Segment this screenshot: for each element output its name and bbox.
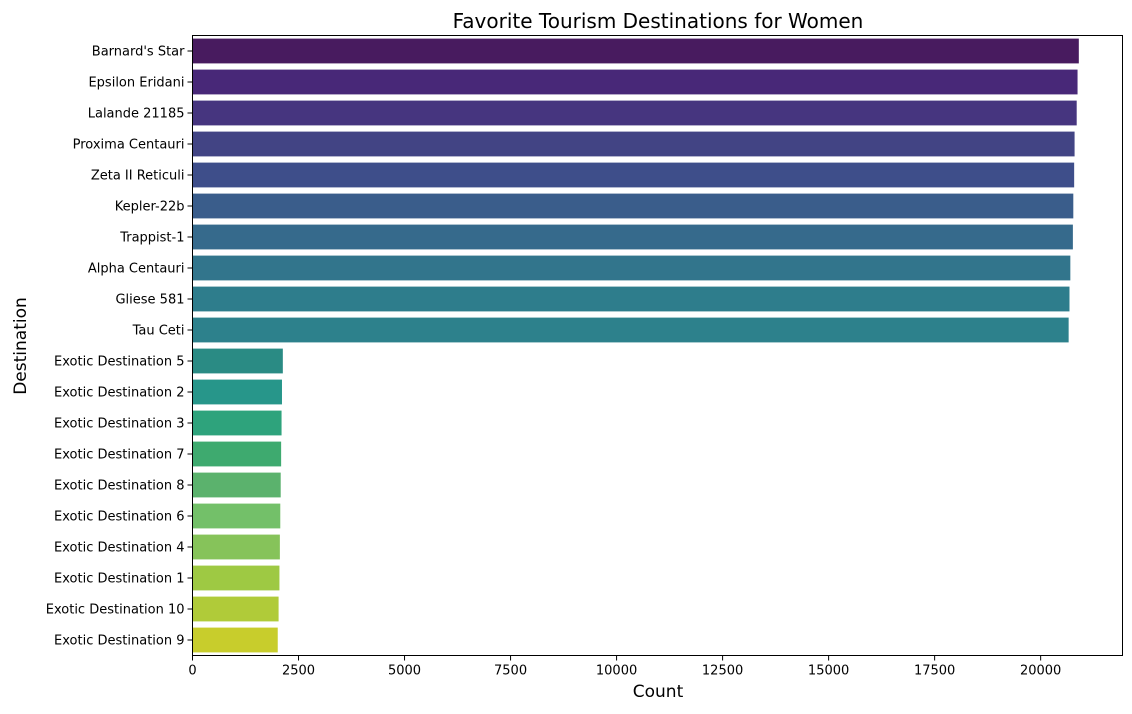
- x-tick-label: 7500: [494, 664, 527, 679]
- x-tick-label: 0: [188, 664, 196, 679]
- plot-frame: [192, 35, 1123, 656]
- bar: [192, 348, 283, 374]
- bar: [192, 193, 1074, 219]
- y-axis-label: Destination: [11, 297, 31, 395]
- bar: [192, 255, 1071, 281]
- y-tick-group: Barnard's Star Epsilon Eridani Lalande 211…: [46, 45, 193, 649]
- bars-group: [192, 38, 1079, 653]
- y-tick-label: Exotic Destination 4: [54, 541, 184, 556]
- y-tick-label: Barnard's Star: [92, 45, 185, 60]
- bar: [192, 596, 279, 622]
- y-tick-label: Proxima Centauri: [73, 138, 185, 153]
- x-tick-label: 12500: [702, 664, 743, 679]
- bar: [192, 534, 280, 560]
- chart-title: Favorite Tourism Destinations for Women: [453, 9, 864, 33]
- x-tick-group: 0 2500 5000 7500 10000 12500 15000 17500 20000: [188, 655, 1061, 679]
- x-tick-label: 17500: [914, 664, 955, 679]
- x-tick-label: 20000: [1020, 664, 1061, 679]
- y-tick-label: Exotic Destination 1: [54, 572, 184, 587]
- bar: [192, 503, 281, 529]
- bar: [192, 379, 282, 405]
- bar: [192, 69, 1078, 95]
- bar: [192, 100, 1077, 126]
- bar: [192, 317, 1069, 343]
- bar: [192, 224, 1073, 250]
- y-tick-label: Trappist-1: [119, 231, 184, 246]
- bar: [192, 38, 1079, 64]
- y-tick-label: Gliese 581: [115, 293, 184, 308]
- x-axis-label: Count: [633, 682, 684, 702]
- y-tick-label: Kepler-22b: [115, 200, 185, 215]
- x-tick-label: 15000: [808, 664, 849, 679]
- y-tick-label: Tau Ceti: [132, 324, 185, 339]
- bar: [192, 131, 1075, 157]
- bar: [192, 410, 282, 436]
- y-tick-label: Exotic Destination 3: [54, 417, 184, 432]
- bar: [192, 286, 1070, 312]
- y-tick-label: Alpha Centauri: [88, 262, 185, 277]
- y-tick-label: Epsilon Eridani: [88, 76, 184, 91]
- bar: [192, 627, 278, 653]
- y-tick-label: Exotic Destination 2: [54, 386, 184, 401]
- x-tick-label: 10000: [596, 664, 637, 679]
- y-tick-label: Lalande 21185: [88, 107, 185, 122]
- bar: [192, 472, 281, 498]
- bar: [192, 565, 280, 591]
- y-tick-label: Zeta II Reticuli: [91, 169, 185, 184]
- y-tick-label: Exotic Destination 6: [54, 510, 184, 525]
- y-tick-label: Exotic Destination 8: [54, 479, 184, 494]
- x-tick-label: 2500: [282, 664, 315, 679]
- x-tick-label: 5000: [388, 664, 421, 679]
- y-tick-label: Exotic Destination 10: [46, 603, 185, 618]
- y-tick-label: Exotic Destination 9: [54, 634, 184, 649]
- bar: [192, 441, 282, 467]
- y-tick-label: Exotic Destination 5: [54, 355, 184, 370]
- bar: [192, 162, 1075, 188]
- y-tick-label: Exotic Destination 7: [54, 448, 184, 463]
